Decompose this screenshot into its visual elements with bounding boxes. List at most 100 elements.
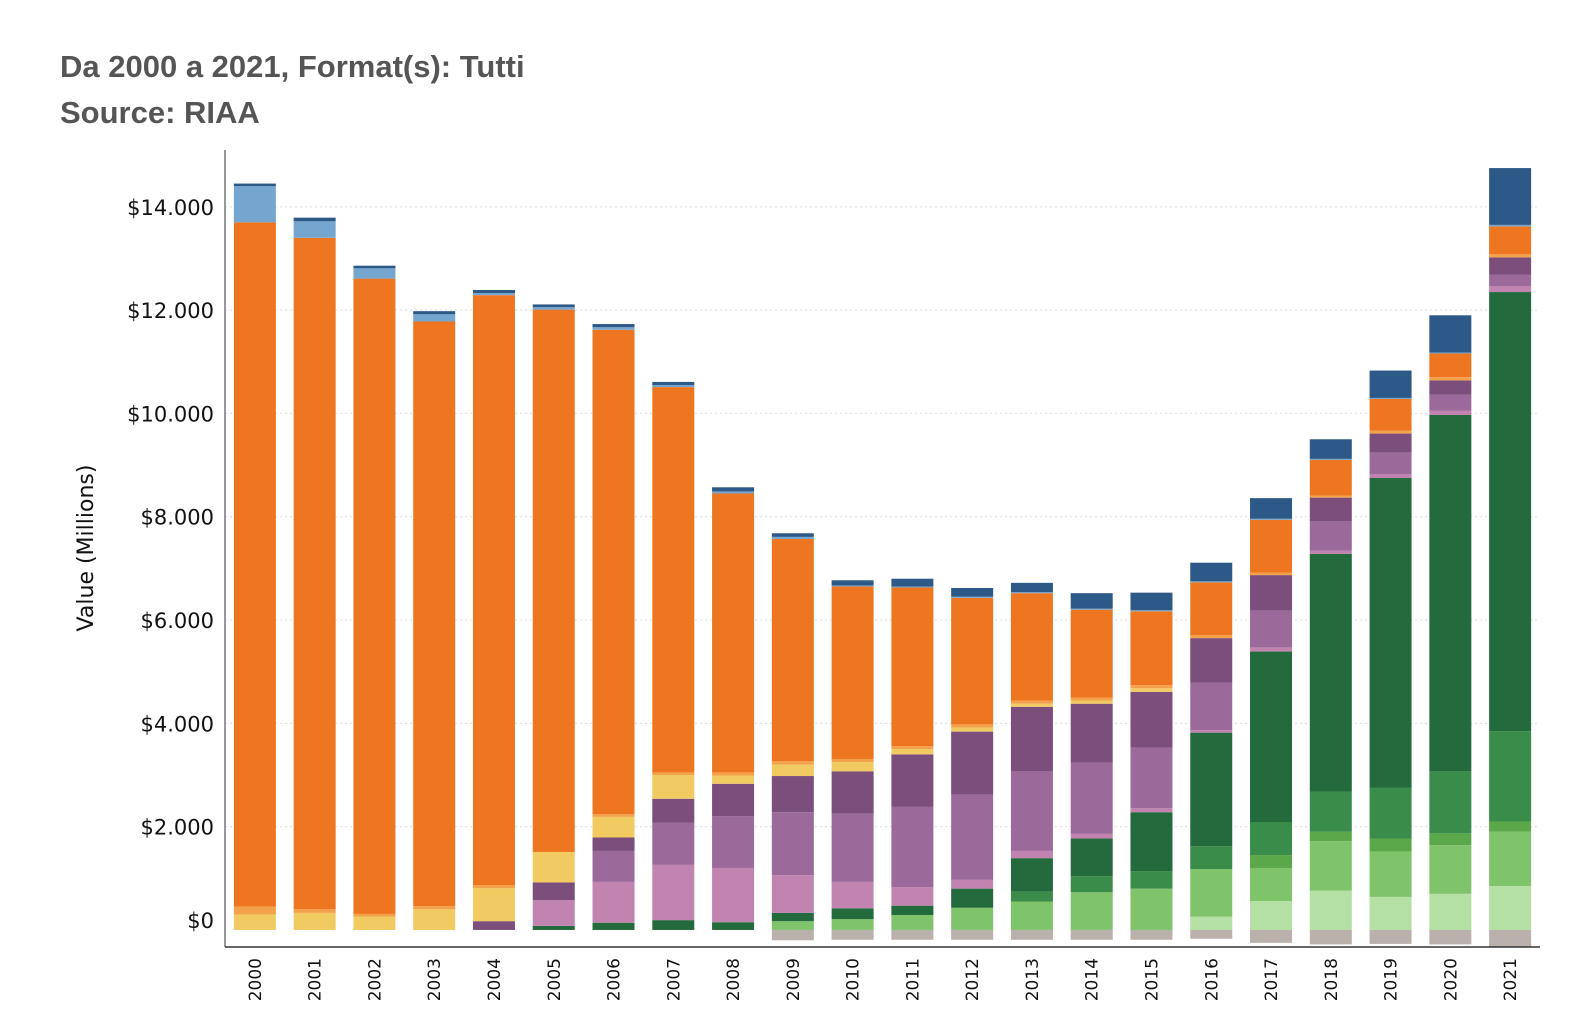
bar-segment bbox=[891, 887, 934, 906]
bar-segment bbox=[532, 304, 575, 308]
bar-segment bbox=[831, 908, 874, 920]
bar-segment bbox=[592, 922, 635, 930]
bar-stack bbox=[413, 311, 456, 930]
bar-stack bbox=[1010, 582, 1053, 940]
x-tick-label: 2011 bbox=[903, 958, 923, 1001]
bar-segment bbox=[413, 311, 456, 315]
bar-segment bbox=[951, 888, 994, 908]
bar-segment bbox=[472, 295, 515, 886]
bar-segment bbox=[1250, 610, 1293, 648]
bar-stack bbox=[712, 487, 755, 930]
bar-segment bbox=[1369, 787, 1412, 839]
bar-stack bbox=[831, 580, 874, 940]
bar-segment bbox=[771, 533, 814, 537]
bar-segment bbox=[1309, 929, 1352, 945]
bar-segment bbox=[1369, 929, 1412, 944]
bar-segment bbox=[1429, 353, 1472, 378]
bar-segment bbox=[831, 771, 874, 814]
bar-segment bbox=[1190, 635, 1233, 639]
bar-segment bbox=[293, 237, 336, 910]
bar-segment bbox=[1010, 858, 1053, 892]
bar-segment bbox=[1429, 377, 1472, 381]
bar-segment bbox=[592, 850, 635, 882]
bar-segment bbox=[233, 183, 276, 187]
bar-segment bbox=[353, 916, 396, 930]
bar-segment bbox=[771, 776, 814, 813]
bar-segment bbox=[1309, 831, 1352, 842]
bar-segment bbox=[771, 536, 814, 539]
bar-segment bbox=[1309, 550, 1352, 554]
bar-segment bbox=[1429, 771, 1472, 834]
bar-segment bbox=[951, 724, 994, 728]
bar-segment bbox=[1250, 519, 1293, 573]
bar-segment bbox=[1250, 867, 1293, 902]
bar-segment bbox=[472, 921, 515, 930]
x-tick-label: 2020 bbox=[1441, 958, 1461, 1001]
bar-segment bbox=[532, 925, 575, 930]
x-tick-label: 2003 bbox=[425, 958, 445, 1001]
bar-segment bbox=[1070, 876, 1113, 893]
bar-segment bbox=[592, 329, 635, 815]
bar-segment bbox=[1369, 474, 1412, 478]
bar-segment bbox=[1010, 850, 1053, 859]
bar-segment bbox=[1429, 414, 1472, 772]
bar-segment bbox=[1250, 855, 1293, 868]
bar-segment bbox=[413, 314, 456, 322]
bar-segment bbox=[1369, 452, 1412, 475]
bar-segment bbox=[652, 381, 695, 386]
bar-segment bbox=[1489, 929, 1532, 947]
bar-segment bbox=[652, 385, 695, 388]
bar-segment bbox=[1070, 703, 1113, 763]
bar-segment bbox=[891, 578, 934, 587]
bar-segment bbox=[1369, 433, 1412, 453]
bar-stack bbox=[771, 533, 814, 941]
x-tick-label: 2006 bbox=[605, 958, 625, 1001]
bar-segment bbox=[1489, 224, 1532, 227]
bar-segment bbox=[592, 837, 635, 851]
bar-segment bbox=[1489, 831, 1532, 887]
bar-segment bbox=[831, 881, 874, 909]
bar-segment bbox=[532, 851, 575, 883]
chart-subtitle: Source: RIAA bbox=[60, 95, 260, 130]
bar-stack bbox=[1130, 592, 1173, 940]
bar-segment bbox=[1190, 682, 1233, 731]
bar-segment bbox=[951, 907, 994, 930]
bar-segment bbox=[1130, 871, 1173, 889]
bar-segment bbox=[771, 921, 814, 930]
bar-segment bbox=[1070, 838, 1113, 877]
bar-segment bbox=[831, 758, 874, 763]
bar-segment bbox=[1309, 521, 1352, 551]
bar-segment bbox=[413, 909, 456, 930]
bar-segment bbox=[1250, 575, 1293, 611]
bar-segment bbox=[831, 586, 874, 759]
bar-segment bbox=[1250, 929, 1293, 943]
y-tick-label: $8.000 bbox=[141, 506, 214, 530]
bar-segment bbox=[353, 913, 396, 917]
bar-segment bbox=[592, 816, 635, 838]
bar-segment bbox=[1070, 608, 1113, 610]
bar-segment bbox=[1250, 822, 1293, 856]
bar-segment bbox=[712, 867, 755, 923]
bar-segment bbox=[1250, 572, 1293, 576]
bar-segment bbox=[652, 772, 695, 775]
bar-segment bbox=[1489, 168, 1532, 225]
x-tick-label: 2013 bbox=[1023, 958, 1043, 1001]
bar-segment bbox=[891, 905, 934, 915]
bar-segment bbox=[1309, 791, 1352, 832]
bar-segment bbox=[353, 268, 396, 279]
bar-segment bbox=[413, 321, 456, 907]
bar-segment bbox=[771, 812, 814, 876]
bar-stack bbox=[293, 217, 336, 930]
bar-segment bbox=[1369, 370, 1412, 398]
bar-segment bbox=[472, 885, 515, 889]
bar-segment bbox=[951, 596, 994, 598]
bar-segment bbox=[1250, 651, 1293, 823]
bar-segment bbox=[1070, 609, 1113, 698]
bar-segment bbox=[1250, 498, 1293, 519]
bar-segment bbox=[891, 929, 934, 940]
bar-segment bbox=[1489, 274, 1532, 287]
bar-segment bbox=[951, 727, 994, 732]
bar-segment bbox=[1010, 929, 1053, 940]
bar-segment bbox=[1489, 254, 1532, 258]
